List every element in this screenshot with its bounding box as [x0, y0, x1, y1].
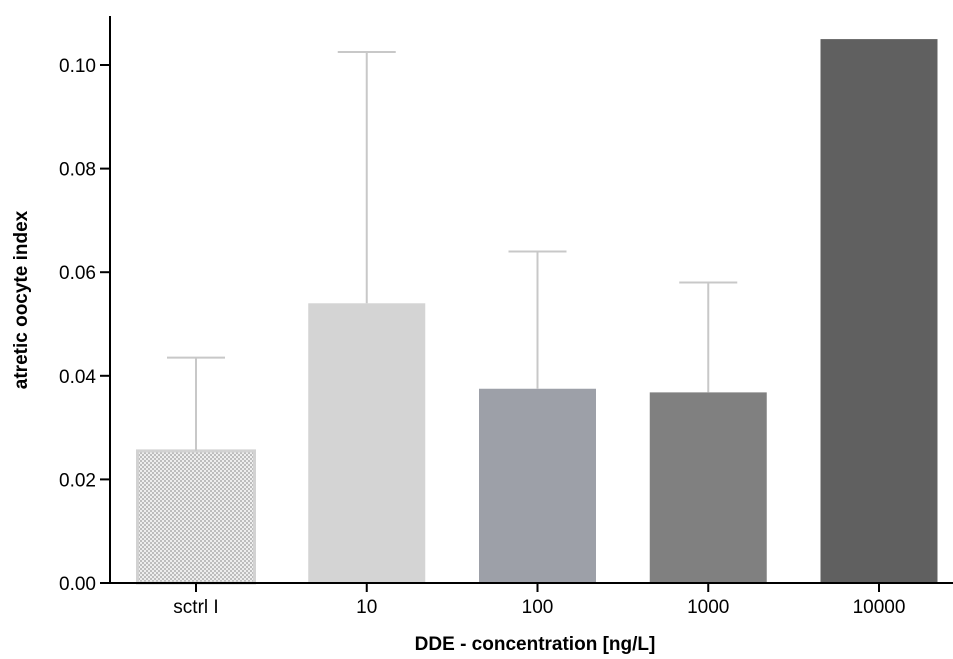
x-tick-label: 10000 [853, 597, 906, 618]
y-tick-label: 0.08 [59, 160, 96, 181]
y-tick-label: 0.04 [59, 367, 96, 388]
x-axis-title: DDE - concentration [ng/L] [415, 634, 656, 655]
bar-1000 [649, 392, 767, 583]
y-tick-label: 0.00 [59, 574, 96, 595]
bar-sctrl-i [136, 449, 256, 585]
y-tick-label: 0.10 [59, 56, 96, 77]
x-tick-label: 100 [522, 597, 554, 618]
bar-10 [308, 303, 426, 583]
bar-10000 [820, 39, 938, 584]
error-bars-layer [167, 51, 738, 451]
y-axis-title: atretic oocyte index [11, 210, 32, 389]
bars-layer [136, 39, 938, 585]
y-tick-label: 0.02 [59, 470, 96, 491]
bar-100 [479, 388, 596, 583]
axes-layer [109, 16, 953, 584]
y-ticks-layer: 0.00 0.02 0.04 0.06 0.08 0.10 [59, 56, 110, 595]
x-ticks-layer: sctrl I 10 100 1000 10000 [173, 583, 905, 618]
x-tick-label: 1000 [687, 597, 729, 618]
x-tick-label: 10 [356, 597, 377, 618]
y-tick-label: 0.06 [59, 263, 96, 284]
x-tick-label: sctrl I [173, 597, 218, 618]
